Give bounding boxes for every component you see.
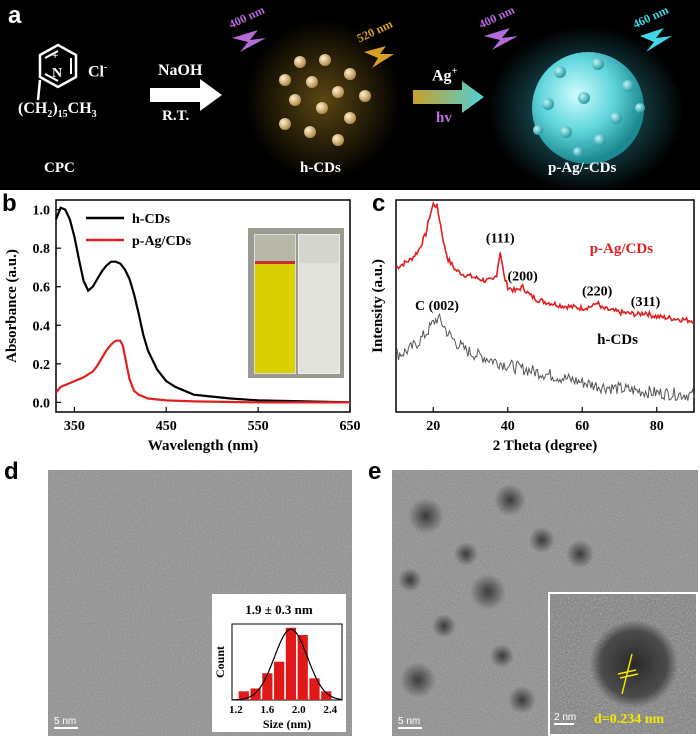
tem-image-pag-cds: 5 nm 2 nm d=0.234 nm	[392, 470, 698, 736]
xrd-chart: 20 40 60 80 2 Theta (degree) Intensity (a.u.)…	[370, 199, 695, 454]
xtick-label-b: 550	[248, 419, 269, 434]
panel-letter-d: d	[4, 458, 19, 485]
lattice-marker	[617, 653, 639, 695]
reaction-arrow-1	[150, 79, 222, 111]
ytick-label-b: 0.6	[33, 281, 51, 296]
pyridine-ring	[38, 43, 78, 89]
reaction-arrow-2	[413, 81, 484, 113]
legend-label-b: h-CDs	[132, 212, 171, 227]
condition-rt: R.T.	[162, 108, 190, 124]
vial-pag-cds	[298, 234, 340, 374]
series-line-p-Ag/CDs	[55, 339, 350, 404]
reagent-ag: Ag+	[432, 66, 458, 85]
hist-bar	[274, 661, 285, 700]
ytick-label-b: 1.0	[33, 204, 51, 219]
plot-frame-c	[395, 199, 695, 413]
reagent-naoh: NaOH	[158, 62, 203, 79]
hist-xtick-label: 2.4	[323, 704, 337, 716]
alkyl-chain-label: (CH2)15CH3	[18, 100, 97, 121]
ylabel-c: Intensity (a.u.)	[370, 259, 386, 353]
peak-label: (111)	[486, 231, 515, 246]
hist-xlabel: Size (nm)	[263, 717, 311, 731]
nitrogen-label: N	[52, 66, 63, 81]
hist-bar	[262, 673, 273, 700]
legend-label-b: p-Ag/CDs	[132, 234, 192, 249]
hist-bar	[238, 691, 249, 700]
emission-bolt-1	[364, 46, 394, 68]
series-label-hcds: h-CDs	[597, 332, 638, 348]
hrtem-inset: 2 nm d=0.234 nm	[548, 592, 698, 736]
d-spacing-label: d=0.234 nm	[594, 712, 665, 727]
label-pag-cds: p-Ag/-CDs	[548, 160, 617, 176]
hist-bar	[250, 688, 261, 700]
condition-hv: hv	[436, 110, 452, 126]
series-line-h-CDs	[395, 312, 695, 401]
label-cpc: CPC	[44, 160, 75, 176]
xlabel-b: Wavelength (nm)	[148, 438, 258, 454]
inset-scale-e: 2 nm	[554, 712, 577, 725]
peak-label: (220)	[582, 284, 613, 299]
ytick-label-b: 0.0	[33, 396, 51, 411]
ag-bumps	[533, 58, 645, 157]
excitation-bolt-2	[484, 28, 518, 50]
xlabel-c: 2 Theta (degree)	[493, 438, 597, 454]
scheme-svg	[36, 20, 684, 190]
hcds-particles	[279, 54, 371, 146]
vial-photo	[248, 228, 344, 378]
xtick-label-c: 60	[575, 419, 589, 434]
series-label-pag: p-Ag/CDs	[590, 241, 654, 257]
ylabel-b: Absorbance (a.u.)	[4, 249, 20, 363]
xtick-label-c: 80	[650, 419, 664, 434]
peak-label: (311)	[631, 295, 661, 310]
panel-a-scheme: a N + Cl- (CH2)15CH3 NaOH R.T. Ag+ hv CP…	[0, 0, 700, 190]
absorbance-chart: 350 450 550 650 0.0 0.2 0.4 0.6 0.8 1.0 Wavelength…	[4, 199, 361, 454]
size-histogram: 1.9 ± 0.3 nm 1.2 1.6 2.0 2.4 Size (nm) Count	[212, 594, 346, 732]
plot-frame-b	[55, 199, 351, 413]
ytick-label-b: 0.4	[33, 319, 51, 334]
peak-label: C (002)	[415, 299, 459, 314]
ag-nanoparticles	[398, 484, 594, 714]
xtick-label-c: 40	[501, 419, 515, 434]
label-hcds: h-CDs	[300, 160, 341, 176]
vial-hcds	[254, 234, 296, 374]
peak-label: (200)	[507, 270, 538, 285]
hist-bar	[309, 678, 320, 700]
ytick-label-b: 0.8	[33, 242, 51, 257]
panel-letter-c: c	[372, 190, 386, 217]
gaussian-fit	[231, 628, 343, 701]
hist-bar	[297, 635, 308, 700]
hist-title: 1.9 ± 0.3 nm	[245, 602, 313, 617]
series-line-h-CDs	[54, 206, 351, 404]
series-line-p-Ag/CDs	[395, 200, 695, 325]
emission-bolt-2	[640, 28, 672, 52]
scale-label-e: 5 nm	[398, 716, 422, 729]
panel-letter-b: b	[2, 190, 17, 217]
hist-bar	[285, 627, 297, 700]
pag-sphere	[532, 52, 644, 164]
hist-xtick-label: 1.2	[229, 704, 243, 716]
xtick-label-b: 650	[340, 419, 361, 434]
cation-charge: +	[52, 50, 59, 62]
hist-xtick-label: 1.6	[260, 704, 274, 716]
panel-letter-a: a	[8, 2, 22, 29]
hist-xtick-label: 2.0	[292, 704, 306, 716]
hist-bar	[321, 691, 332, 700]
xtick-label-b: 450	[156, 419, 177, 434]
hist-ylabel: Count	[213, 646, 227, 678]
yellow-glow	[245, 20, 401, 180]
xtick-label-c: 20	[426, 419, 440, 434]
chloride-label: Cl-	[88, 62, 108, 81]
scale-label-d: 5 nm	[54, 716, 78, 729]
panel-letter-e: e	[368, 458, 382, 485]
excitation-bolt-1	[232, 30, 266, 52]
hrtem-particle	[590, 620, 678, 708]
xtick-label-b: 350	[64, 419, 85, 434]
ytick-label-b: 0.2	[33, 358, 51, 373]
